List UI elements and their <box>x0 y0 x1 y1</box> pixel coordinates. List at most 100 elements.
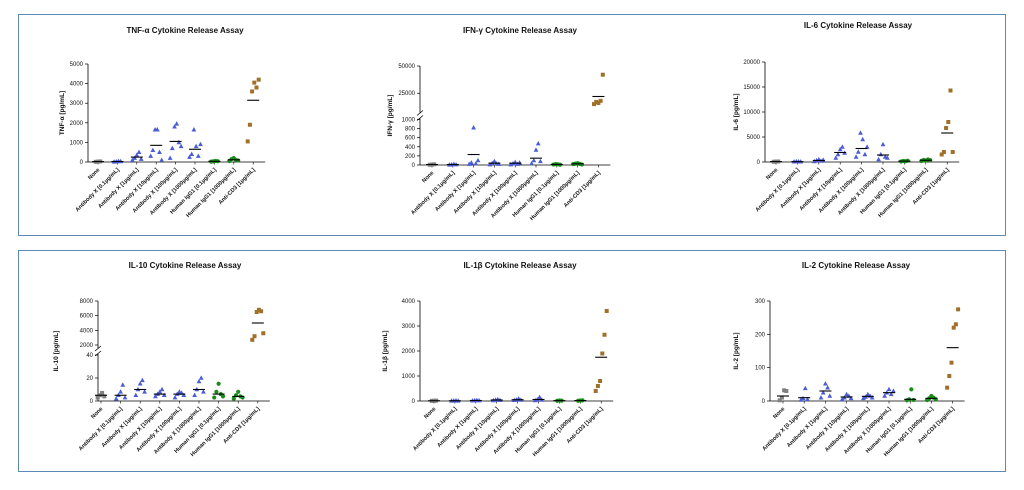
data-point <box>531 157 537 163</box>
data-point <box>153 393 158 399</box>
y-tick-label: 20000 <box>743 60 760 66</box>
y-tick-label: 4000 <box>402 299 416 305</box>
y-tick-label: 20 <box>86 376 93 382</box>
x-tick-label: Anti-CD3 [1µg/mL] <box>563 170 602 209</box>
y-tick-label: 3000 <box>70 101 84 107</box>
data-point <box>953 322 958 327</box>
y-tick-label: 0 <box>80 160 84 166</box>
data-point <box>487 161 493 167</box>
data-point <box>137 381 143 386</box>
x-tick-label: None <box>423 406 437 420</box>
y-tick-label: 50000 <box>398 64 415 70</box>
data-point <box>865 391 871 397</box>
y-tick-label: 200 <box>755 332 766 338</box>
y-tick-label: 0 <box>757 160 761 166</box>
data-point <box>529 161 534 166</box>
data-point <box>947 374 952 378</box>
data-point <box>148 153 154 158</box>
y-tick-label: 5000 <box>747 135 761 141</box>
data-point <box>848 395 854 401</box>
data-point <box>174 121 180 126</box>
x-tick-label: None <box>87 167 101 181</box>
chart-title: IL-1β Cytokine Release Assay <box>463 261 577 270</box>
y-tick-label: 15000 <box>743 85 760 91</box>
x-tick-label: None <box>90 406 104 420</box>
x-tick-label: Anti-CD3 [1µg/mL] <box>566 406 605 445</box>
y-tick-label: 800 <box>405 127 416 133</box>
chart-title: TNF-α Cytokine Release Assay <box>126 26 244 35</box>
y-tick-label: 1000 <box>402 117 416 123</box>
data-point <box>784 389 789 393</box>
data-point <box>122 394 128 400</box>
y-tick-label: 2000 <box>70 121 84 127</box>
data-point <box>471 125 476 130</box>
x-tick-label: None <box>421 170 435 184</box>
data-point <box>102 394 107 399</box>
y-axis-label: IFN-γ [pg/mL] <box>387 95 394 137</box>
data-point <box>782 388 787 393</box>
data-point <box>181 392 187 398</box>
chart-title: IL-10 Cytokine Release Assay <box>129 261 242 270</box>
data-point <box>946 120 951 124</box>
data-point <box>198 141 203 147</box>
data-point <box>172 124 177 129</box>
data-point <box>118 389 123 394</box>
y-tick-label: 300 <box>755 299 766 305</box>
data-point <box>256 77 261 82</box>
data-point <box>949 360 954 365</box>
data-point <box>602 332 607 337</box>
data-point <box>878 151 884 157</box>
data-point <box>157 389 163 394</box>
data-point <box>533 147 539 152</box>
y-tick-label: 400 <box>405 145 416 151</box>
y-tick-label: 8000 <box>80 299 94 305</box>
chart-5: IL-1β Cytokine Release Assay IL-1β [pg/mL… <box>382 261 614 458</box>
y-tick-label: 1000 <box>402 374 416 380</box>
y-tick-label: 6000 <box>80 314 94 320</box>
data-point <box>212 395 217 400</box>
y-tick-label: 600 <box>405 136 416 142</box>
y-axis-label: IL-2 [pg/mL] <box>733 332 740 369</box>
data-point <box>475 157 481 163</box>
y-tick-label: 10000 <box>743 110 760 116</box>
axis-break-mark <box>416 110 424 116</box>
chart-title: IFN-γ Cytokine Release Assay <box>463 26 578 35</box>
data-point <box>150 147 156 153</box>
bottom-panel-frame <box>18 250 1006 472</box>
data-point <box>858 130 863 135</box>
data-point <box>201 389 206 394</box>
y-tick-label: 2000 <box>80 343 94 349</box>
data-point <box>132 155 137 160</box>
data-point <box>823 381 828 386</box>
data-point <box>941 150 946 154</box>
x-tick-label: Antibody X [1µg/mL] <box>779 167 822 210</box>
y-tick-label: 2000 <box>402 349 416 355</box>
data-point <box>579 162 585 167</box>
data-point <box>252 334 257 339</box>
chart-2: IFN-γ Cytokine Release Assay IFN-γ [pg/mL… <box>387 26 611 222</box>
x-tick-label: Anti-CD3 [1µg/mL] <box>222 406 261 445</box>
data-point <box>909 387 914 392</box>
data-point <box>592 102 596 107</box>
data-point <box>140 377 145 383</box>
data-point <box>261 331 266 336</box>
y-tick-label: 4000 <box>70 82 84 88</box>
data-point <box>136 149 142 154</box>
data-point <box>247 122 252 127</box>
x-tick-label: Anti-CD3 [1µg/mL] <box>917 406 956 445</box>
data-point <box>259 309 264 314</box>
data-point <box>154 127 160 132</box>
y-tick-label: 200 <box>405 154 416 160</box>
data-point <box>598 98 603 103</box>
data-point <box>860 136 866 142</box>
data-point <box>95 395 100 400</box>
data-point <box>844 391 849 397</box>
data-point <box>594 99 599 104</box>
data-point <box>833 155 839 160</box>
chart-title: IL-2 Cytokine Release Assay <box>802 261 911 270</box>
data-point <box>157 149 162 154</box>
data-point <box>779 395 784 400</box>
data-point <box>196 378 202 384</box>
data-point <box>176 139 182 145</box>
